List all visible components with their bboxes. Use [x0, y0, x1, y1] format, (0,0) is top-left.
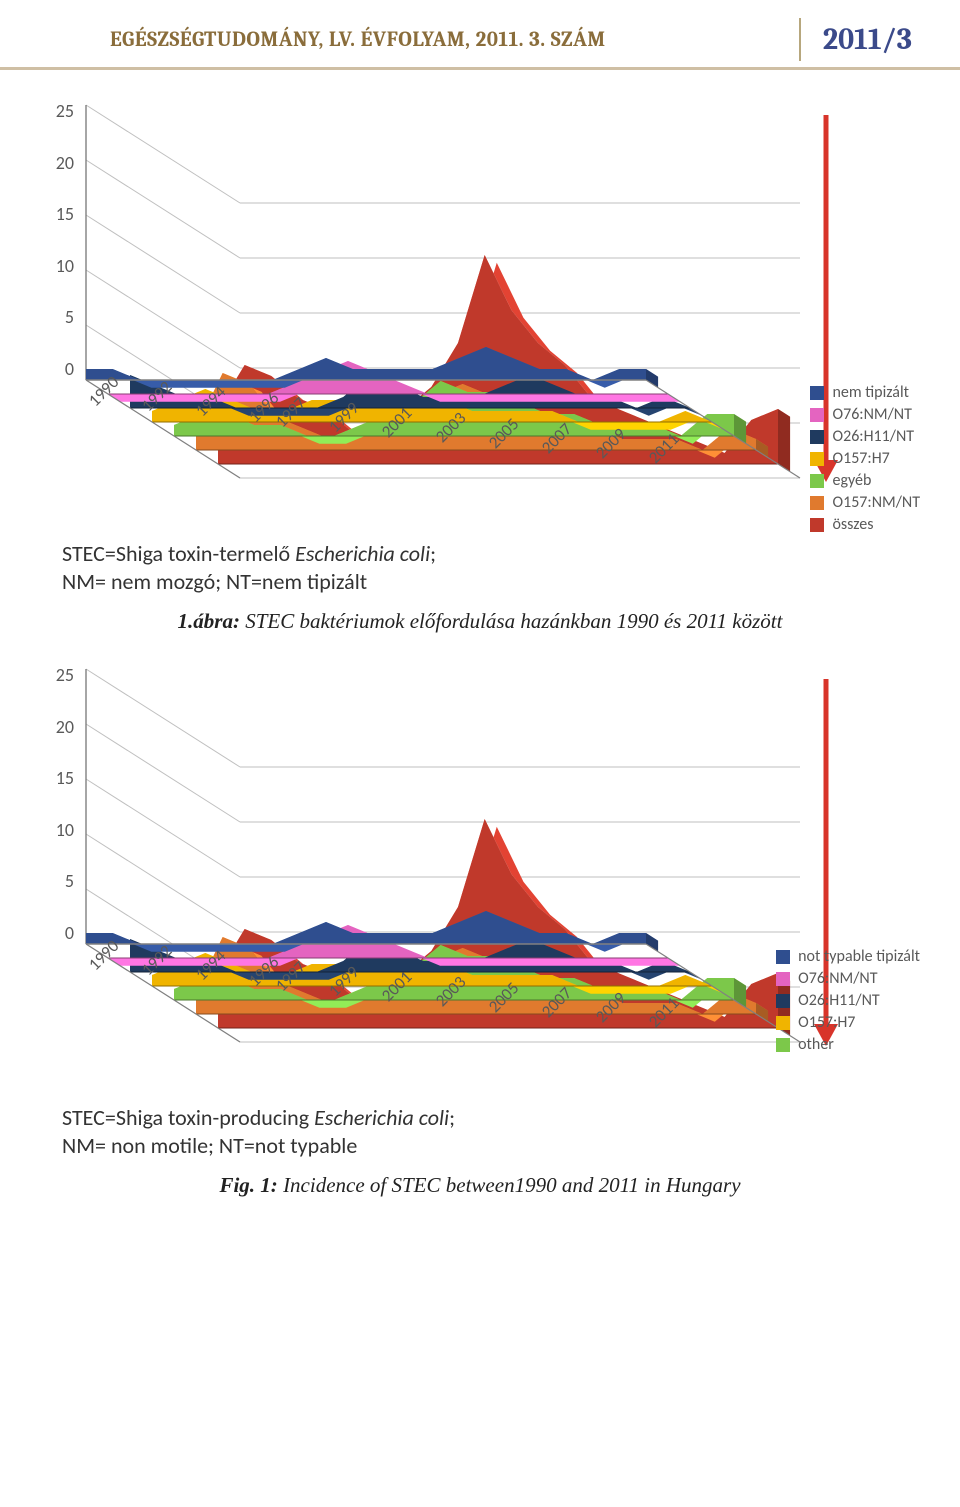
ytick: 0 — [40, 922, 74, 944]
ytick: 5 — [40, 306, 74, 328]
chart1-note: STEC=Shiga toxin-termelő Escherichia col… — [62, 540, 960, 595]
chart2-caption: Fig. 1: Incidence of STEC between1990 an… — [0, 1173, 960, 1198]
chart-svg-1 — [40, 100, 910, 540]
caption-bold: Fig. 1: — [219, 1173, 277, 1197]
legend-1: nem tipizált O76:NM/NT O26:H11/NT O157:H7 eg… — [810, 380, 920, 537]
legend-2: not typable tipizált O76:NM/NT O26:H11/NT O… — [776, 944, 920, 1057]
ytick: 25 — [40, 100, 74, 122]
ytick: 10 — [40, 255, 74, 277]
legend-item: nem tipizált — [810, 383, 920, 402]
legend-item: O157:NM/NT — [810, 493, 920, 512]
ytick: 20 — [40, 152, 74, 174]
chart-1: 25 20 15 10 5 0 199019921994199619971999… — [40, 100, 940, 530]
header-issue: 2011/3 — [823, 22, 912, 57]
legend-swatch — [810, 518, 824, 532]
legend-label: not typable tipizált — [798, 947, 920, 966]
ytick: 25 — [40, 664, 74, 686]
legend-item: O26:H11/NT — [776, 991, 920, 1010]
ytick: 20 — [40, 716, 74, 738]
legend-label: O157:NM/NT — [832, 493, 920, 512]
chart2-note: STEC=Shiga toxin-producing Escherichia c… — [62, 1104, 960, 1159]
legend-swatch — [776, 1016, 790, 1030]
legend-swatch — [810, 386, 824, 400]
legend-label: O157:H7 — [832, 449, 889, 468]
chart1-caption: 1.ábra: STEC baktériumok előfordulása ha… — [0, 609, 960, 634]
legend-swatch — [776, 950, 790, 964]
legend-item: O26:H11/NT — [810, 427, 920, 446]
legend-label: O76:NM/NT — [798, 969, 877, 988]
caption-bold: 1.ábra: — [178, 609, 240, 633]
ytick: 5 — [40, 870, 74, 892]
note-text: ; — [430, 540, 436, 567]
legend-item: O157:H7 — [810, 449, 920, 468]
legend-item: not typable tipizált — [776, 947, 920, 966]
legend-item: O76:NM/NT — [810, 405, 920, 424]
note-italic: Escherichia coli — [295, 540, 430, 567]
legend-swatch — [810, 408, 824, 422]
legend-label: other — [798, 1035, 834, 1054]
caption-rest: STEC baktériumok előfordulása hazánkban … — [240, 609, 782, 633]
legend-label: O76:NM/NT — [832, 405, 911, 424]
legend-swatch — [776, 1038, 790, 1052]
legend-label: O157:H7 — [798, 1013, 855, 1032]
legend-label: O26:H11/NT — [798, 991, 880, 1010]
legend-item: összes — [810, 515, 920, 534]
y-axis-1: 25 20 15 10 5 0 — [40, 100, 74, 380]
legend-item: other — [776, 1035, 920, 1054]
header-issue-box: 2011/3 — [799, 18, 930, 61]
legend-swatch — [810, 452, 824, 466]
legend-label: O26:H11/NT — [832, 427, 914, 446]
legend-item: egyéb — [810, 471, 920, 490]
chart-2: 25 20 15 10 5 0 199019921994199619971999… — [40, 664, 940, 1094]
legend-swatch — [810, 496, 824, 510]
legend-swatch — [810, 430, 824, 444]
note-text: NM= nem mozgó; NT=nem tipizált — [62, 568, 367, 595]
legend-label: összes — [832, 515, 873, 534]
note-text: NM= non motile; NT=not typable — [62, 1132, 357, 1159]
legend-swatch — [776, 994, 790, 1008]
legend-swatch — [776, 972, 790, 986]
note-italic: Escherichia coli — [314, 1104, 449, 1131]
legend-label: nem tipizált — [832, 383, 909, 402]
ytick: 15 — [40, 767, 74, 789]
note-text: STEC=Shiga toxin-termelő — [62, 540, 295, 567]
ytick: 0 — [40, 358, 74, 380]
header-title: EGÉSZSÉGTUDOMÁNY, LV. ÉVFOLYAM, 2011. 3.… — [110, 28, 606, 52]
ytick: 15 — [40, 203, 74, 225]
legend-label: egyéb — [832, 471, 871, 490]
page-header: EGÉSZSÉGTUDOMÁNY, LV. ÉVFOLYAM, 2011. 3.… — [0, 0, 960, 70]
note-text: STEC=Shiga toxin-producing — [62, 1104, 314, 1131]
legend-item: O157:H7 — [776, 1013, 920, 1032]
ytick: 10 — [40, 819, 74, 841]
note-text: ; — [449, 1104, 455, 1131]
legend-swatch — [810, 474, 824, 488]
y-axis-2: 25 20 15 10 5 0 — [40, 664, 74, 944]
caption-rest: Incidence of STEC between1990 and 2011 i… — [278, 1173, 741, 1197]
legend-item: O76:NM/NT — [776, 969, 920, 988]
